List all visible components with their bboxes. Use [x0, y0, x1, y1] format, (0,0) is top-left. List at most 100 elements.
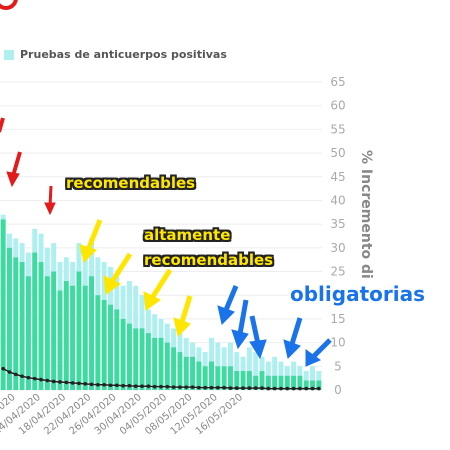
blue-arrow-5 — [312, 338, 332, 358]
bar-main — [190, 356, 196, 390]
blue-arrow-2 — [237, 299, 249, 335]
bar-main — [152, 337, 158, 390]
legend-swatch — [4, 49, 14, 60]
y-tick-label: 0 — [334, 383, 342, 397]
bar-back — [253, 352, 259, 390]
y-tick-label: 15 — [330, 312, 345, 326]
blue-arrow-4-head — [283, 339, 301, 359]
line-point — [298, 386, 302, 391]
bar-main — [227, 366, 233, 390]
bar-back — [272, 356, 278, 390]
line-point — [70, 381, 75, 385]
line-point — [285, 386, 290, 391]
bar-back — [246, 347, 252, 390]
y-tick-label: 10 — [330, 336, 345, 350]
yellow-arrow-3-head — [143, 291, 161, 311]
line-point — [77, 381, 81, 386]
red-marker-icon — [0, 0, 18, 14]
line-point — [26, 375, 31, 380]
line-point — [203, 385, 207, 390]
line-point — [133, 384, 138, 389]
line-point — [310, 386, 315, 391]
line-point — [190, 385, 195, 389]
bar-main — [89, 276, 95, 390]
y-tick-label: 25 — [330, 265, 345, 279]
line-point — [266, 386, 271, 391]
bar-main — [32, 252, 38, 390]
line-point — [234, 386, 239, 390]
bar-main — [70, 285, 76, 390]
line-point — [165, 384, 170, 389]
bar-main — [272, 375, 278, 390]
y-tick-label: 5 — [334, 359, 342, 373]
bar-main — [209, 361, 214, 390]
annotation-obligatorias: obligatorias — [290, 282, 425, 306]
yellow-arrows — [79, 219, 193, 337]
bar-main — [51, 271, 57, 390]
bars-main — [0, 219, 322, 390]
y-tick-label: 50 — [330, 146, 345, 160]
line-point — [127, 383, 132, 388]
bar-main — [291, 375, 297, 390]
line-point — [184, 385, 189, 389]
line-point — [216, 385, 220, 390]
line-point — [317, 386, 321, 391]
bar-main — [278, 375, 284, 390]
bar-main — [25, 276, 31, 390]
line-point — [253, 386, 258, 390]
bar-main — [0, 219, 6, 390]
bar-main — [303, 380, 309, 390]
blue-arrow-1-head — [217, 305, 235, 325]
bar-main — [82, 285, 88, 390]
bar-main — [284, 375, 290, 390]
line-series — [1, 366, 321, 391]
bar-main — [114, 309, 120, 390]
red-arrow-1 — [0, 117, 5, 133]
bar-main — [38, 262, 44, 390]
line-point — [241, 386, 245, 390]
bar-back — [310, 366, 315, 390]
line-point — [89, 382, 94, 387]
line-point — [304, 386, 309, 391]
line-point — [58, 380, 62, 384]
bar-main — [76, 271, 82, 390]
line-point — [247, 386, 252, 390]
line-point — [39, 377, 43, 382]
yellow-arrow-4 — [179, 295, 193, 323]
bar-main — [246, 371, 252, 390]
annotation-recomendables-2: recomendables — [144, 251, 274, 269]
line-point — [260, 386, 264, 390]
line-point — [152, 384, 157, 389]
bar-main — [63, 281, 69, 390]
bar-main — [183, 356, 189, 390]
yellow-arrow-1-head — [79, 244, 97, 263]
blue-arrows — [217, 285, 332, 367]
line-point — [13, 372, 18, 377]
y-tick-label: 60 — [330, 99, 345, 113]
bar-main — [133, 328, 139, 390]
blue-arrow-2-head — [231, 329, 249, 350]
bar-main — [297, 375, 303, 390]
y-tick-label: 35 — [330, 217, 345, 231]
line-point — [279, 386, 283, 391]
bar-main — [120, 318, 126, 390]
yellow-arrow-1 — [85, 219, 103, 251]
line-point — [20, 374, 24, 379]
line-point — [209, 385, 214, 390]
line-point — [140, 384, 144, 389]
line-point — [102, 382, 106, 387]
line-point — [146, 384, 151, 389]
line-point — [51, 379, 56, 384]
line-point — [159, 384, 163, 389]
bar-main — [215, 366, 221, 390]
line-point — [272, 386, 277, 391]
blue-arrow-1 — [223, 285, 239, 311]
yellow-arrow-4-head — [173, 317, 191, 337]
line-point — [121, 383, 125, 388]
yellow-arrow-2 — [109, 252, 133, 284]
bar-main — [253, 375, 259, 390]
bar-main — [196, 361, 202, 390]
yellow-arrow-3 — [149, 268, 173, 300]
y-tick-label: 30 — [330, 241, 345, 255]
